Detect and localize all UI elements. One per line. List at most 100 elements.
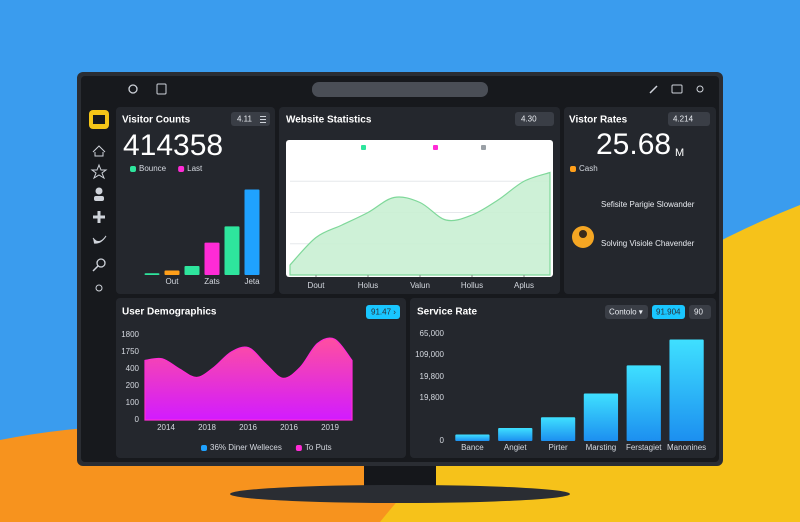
bar (244, 189, 260, 275)
bar (144, 273, 160, 275)
account-icon[interactable] (95, 284, 103, 292)
panel (564, 107, 716, 294)
avatar-face (579, 230, 587, 238)
panel-title: Visitor Counts (122, 115, 191, 126)
y-tick-label: 0 (135, 415, 140, 424)
bar (224, 226, 240, 275)
dropdown-text[interactable]: Contolo ▾ (609, 308, 643, 317)
y-tick-label: 200 (126, 381, 140, 390)
area (144, 337, 353, 421)
x-tick-label: Marsting (586, 443, 617, 452)
legend-swatch (295, 445, 302, 451)
bird-icon[interactable] (92, 235, 107, 244)
panel-title: Service Rate (417, 307, 477, 318)
x-tick-label: Aplus (514, 281, 534, 290)
address-bar[interactable] (312, 82, 488, 97)
legend-label: 36% Diner Welleces (210, 443, 282, 452)
plus-icon[interactable] (93, 211, 105, 223)
bar (455, 434, 490, 441)
x-tick-label: Bance (461, 443, 484, 452)
big-number: 25.68 (596, 128, 671, 161)
star-icon[interactable] (90, 163, 108, 180)
legend-swatch (178, 166, 185, 172)
x-tick-label: 2018 (198, 423, 216, 432)
mail-icon (93, 115, 105, 124)
x-tick-label: Pirter (549, 443, 568, 452)
y-tick-label: 1800 (121, 330, 139, 339)
badge-text: 91.904 (656, 308, 681, 317)
badge-text: 91.47 › (371, 308, 396, 317)
panel-title: Vistor Rates (569, 115, 628, 126)
x-tick-label: Holus (358, 281, 378, 290)
link-icon[interactable] (649, 85, 658, 94)
badge-text: 4.30 (521, 115, 537, 124)
badge (668, 112, 710, 126)
x-tick-label: Zats (204, 277, 220, 286)
bar (583, 393, 619, 441)
bar (184, 266, 200, 275)
x-tick-label: Jeta (244, 277, 260, 286)
badge (652, 305, 685, 319)
y-tick-label: 19,800 (420, 393, 445, 402)
x-tick-label: Manonines (667, 443, 706, 452)
unit: M (675, 147, 684, 159)
y-tick-label: 109,000 (415, 350, 444, 359)
bar (669, 339, 704, 441)
badge (515, 112, 554, 126)
x-tick-label: 2016 (280, 423, 298, 432)
y-tick-label: 19,800 (420, 372, 445, 381)
badge-text: 90 (694, 308, 703, 317)
home-icon[interactable] (92, 145, 106, 157)
badge (689, 305, 711, 319)
legend-swatch (201, 445, 207, 451)
search-icon[interactable] (128, 84, 138, 94)
legend-label: To Puts (305, 443, 332, 452)
doc-icon[interactable] (156, 83, 167, 95)
legend-label: Bounce (139, 164, 167, 173)
x-tick-label: Valun (410, 281, 430, 290)
monitor-base (230, 485, 570, 503)
legend-swatch (361, 145, 366, 150)
y-tick-label: 0 (440, 436, 445, 445)
badge (366, 305, 400, 319)
dropdown[interactable] (605, 305, 648, 319)
legend-swatch (481, 145, 486, 150)
badge-text: 4.11 (237, 115, 253, 124)
x-tick-label: Ferstagiet (626, 443, 662, 452)
legend-swatch (433, 145, 438, 150)
x-tick-label: Dout (308, 281, 326, 290)
bar (164, 270, 180, 275)
window-icon[interactable] (671, 84, 683, 94)
user-icon[interactable] (696, 85, 704, 93)
bar (498, 428, 533, 441)
bar (626, 365, 661, 441)
y-tick-label: 400 (126, 364, 140, 373)
note: Solving Visiole Chavender (601, 239, 695, 248)
panel-title: Website Statistics (286, 115, 372, 126)
search-side-handle (92, 265, 99, 272)
person-icon-body (94, 196, 104, 201)
legend-label: Cash (579, 164, 598, 173)
badge-text: 4.214 (673, 115, 694, 124)
legend-swatch (570, 166, 576, 172)
y-tick-label: 65,000 (420, 329, 445, 338)
y-tick-label: 100 (126, 398, 140, 407)
person-icon[interactable] (95, 187, 103, 195)
x-tick-label: 2019 (321, 423, 339, 432)
search-side-icon[interactable] (96, 258, 106, 268)
x-tick-label: Hollus (461, 281, 483, 290)
bar (540, 417, 576, 441)
x-tick-label: Angiet (504, 443, 527, 452)
note: Sefisite Parigie Slowander (601, 200, 695, 209)
area (289, 171, 551, 276)
x-tick-label: Out (166, 277, 180, 286)
legend-label: Last (187, 164, 203, 173)
x-tick-label: 2014 (157, 423, 175, 432)
y-tick-label: 1750 (121, 347, 139, 356)
legend-swatch (130, 166, 136, 172)
menu-icon[interactable] (260, 116, 266, 123)
big-number: 414358 (123, 129, 223, 162)
bar (204, 242, 220, 275)
x-tick-label: 2016 (239, 423, 257, 432)
